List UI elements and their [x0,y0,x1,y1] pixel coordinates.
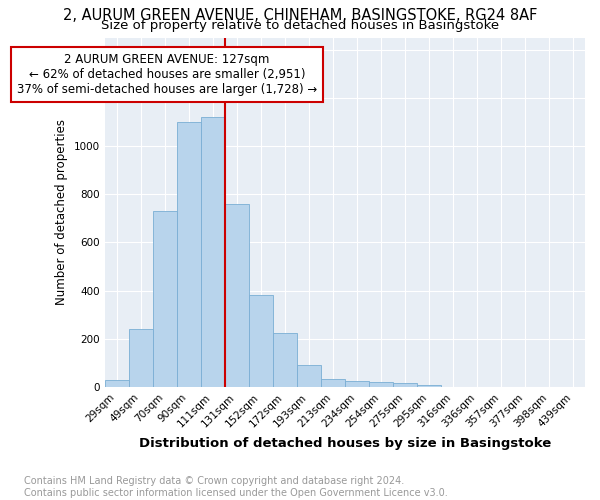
Bar [345,381,369,387]
Bar [369,382,393,387]
Text: Contains HM Land Registry data © Crown copyright and database right 2024.
Contai: Contains HM Land Registry data © Crown c… [24,476,448,498]
Text: Size of property relative to detached houses in Basingstoke: Size of property relative to detached ho… [101,18,499,32]
Bar [128,329,153,387]
Bar [417,384,441,387]
Y-axis label: Number of detached properties: Number of detached properties [55,119,68,305]
Bar [153,211,177,387]
Bar [273,332,297,387]
Bar [177,122,201,387]
Bar [321,378,345,387]
Bar [225,204,249,387]
Bar [297,366,321,387]
Bar [249,296,273,387]
Bar [201,117,225,387]
Text: 2, AURUM GREEN AVENUE, CHINEHAM, BASINGSTOKE, RG24 8AF: 2, AURUM GREEN AVENUE, CHINEHAM, BASINGS… [63,8,537,22]
X-axis label: Distribution of detached houses by size in Basingstoke: Distribution of detached houses by size … [139,437,551,450]
Bar [393,384,417,387]
Text: 2 AURUM GREEN AVENUE: 127sqm
← 62% of detached houses are smaller (2,951)
37% of: 2 AURUM GREEN AVENUE: 127sqm ← 62% of de… [17,53,317,96]
Bar [104,380,128,387]
